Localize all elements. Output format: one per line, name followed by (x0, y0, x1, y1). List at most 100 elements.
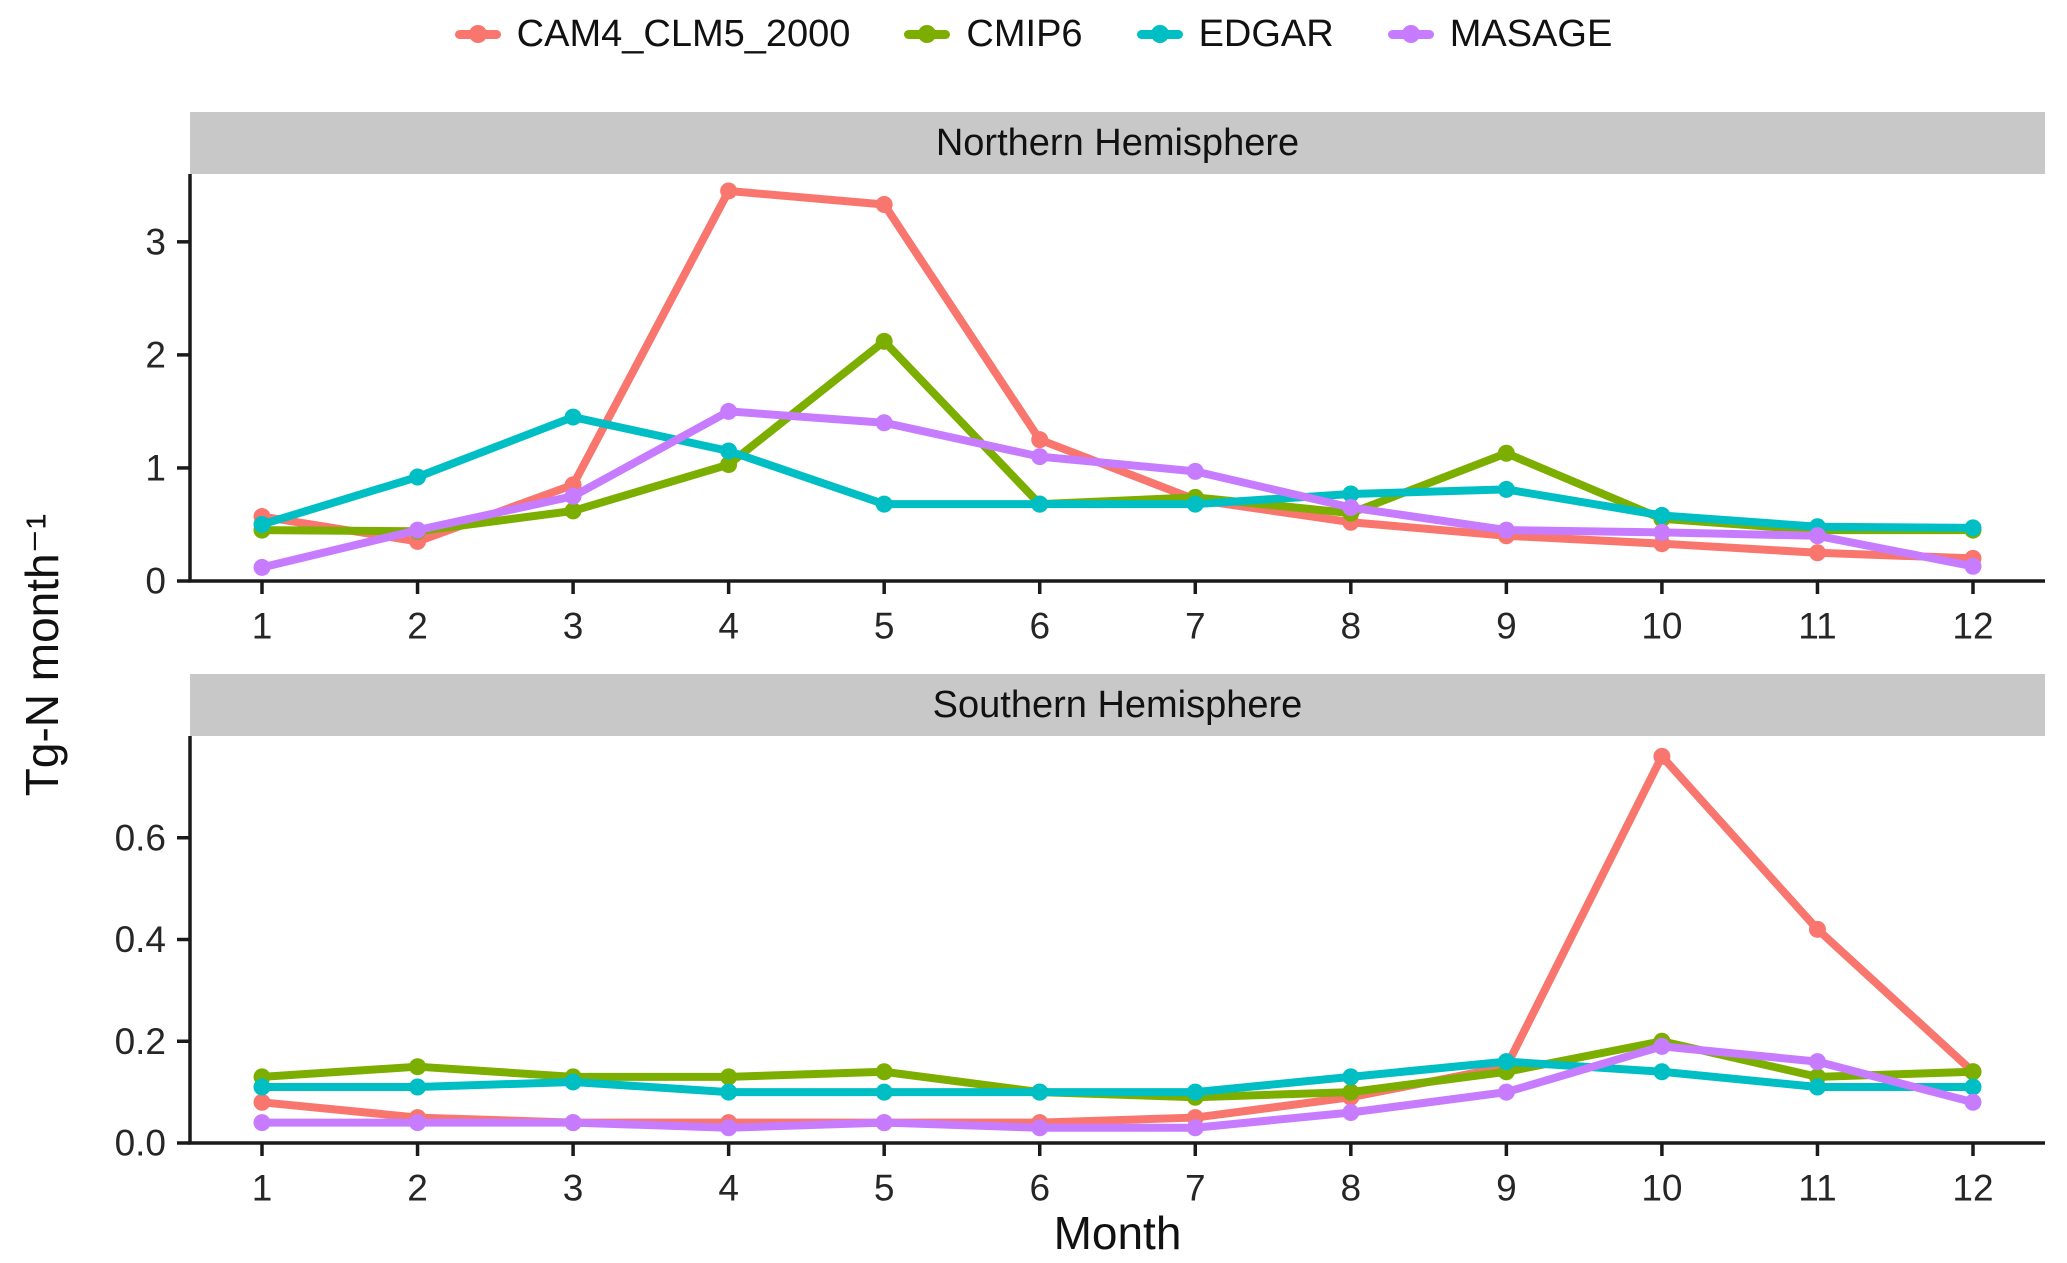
data-point (1497, 444, 1515, 462)
x-tick-label: 3 (563, 1168, 584, 1209)
data-point (1964, 1078, 1982, 1096)
panel-southern-hemisphere: 0.00.20.40.61 2 3 4 5 6 7 8 9 10 11 12 (115, 736, 2045, 1209)
y-tick-label: 0.6 (115, 817, 166, 858)
x-tick-label: 8 (1341, 606, 1362, 647)
data-point (1964, 519, 1982, 537)
data-point (564, 408, 582, 426)
data-point (1497, 480, 1515, 498)
series-line (258, 186, 1977, 563)
data-point (1808, 1053, 1826, 1071)
data-point (1186, 495, 1204, 513)
data-point (409, 1078, 427, 1096)
legend-item-masage: MASAGE (1387, 12, 1613, 56)
legend-item-edgar: EDGAR (1136, 12, 1334, 56)
data-point (564, 487, 582, 505)
data-point (875, 332, 893, 350)
series-edgar (253, 1053, 1982, 1101)
x-tick-label: 8 (1341, 1168, 1362, 1209)
data-point (1342, 499, 1360, 517)
x-tick-label: 3 (563, 606, 584, 647)
data-point (1964, 557, 1982, 575)
legend-key-point-icon (468, 25, 487, 43)
legend-label: EDGAR (1198, 12, 1334, 55)
data-point (1497, 1083, 1515, 1101)
y-tick-label: 1 (145, 447, 166, 488)
x-tick-label: 10 (1641, 606, 1682, 647)
x-tick-label: 9 (1496, 1168, 1517, 1209)
data-point (1342, 485, 1360, 503)
data-point (1497, 1053, 1515, 1071)
legend-label: CAM4_CLM5_2000 (516, 12, 851, 55)
x-tick-label: 12 (1952, 606, 1993, 647)
y-tick-label: 3 (145, 221, 166, 262)
series-line (258, 1057, 1977, 1097)
data-point (1653, 506, 1671, 524)
series-line (258, 752, 1977, 1127)
y-tick-label: 0.2 (115, 1021, 166, 1062)
legend-key-line-icon (904, 25, 951, 43)
y-tick-label: 2 (145, 334, 166, 375)
data-point (1342, 1083, 1360, 1101)
data-point (1186, 1083, 1204, 1101)
x-tick-label: 2 (407, 606, 428, 647)
data-point (1808, 544, 1826, 562)
data-point (564, 1073, 582, 1091)
data-point (1186, 1119, 1204, 1137)
data-point (875, 1063, 893, 1081)
series-edgar (253, 408, 1982, 537)
x-tick-label: 1 (252, 606, 273, 647)
data-point (875, 414, 893, 432)
x-tick-label: 1 (252, 1168, 273, 1209)
data-point (1497, 521, 1515, 539)
legend: CAM4_CLM5_2000 CMIP6 EDGAR MASAGE (0, 6, 2067, 62)
legend-key-point-icon (1150, 25, 1169, 43)
data-point (875, 196, 893, 214)
legend-label: CMIP6 (966, 12, 1083, 55)
data-point (720, 1083, 738, 1101)
data-point (253, 1093, 271, 1111)
data-point (875, 1114, 893, 1132)
data-point (1342, 1068, 1360, 1086)
data-point (564, 502, 582, 520)
x-tick-label: 11 (1798, 1168, 1836, 1209)
facet-title-north: Northern Hemisphere (935, 121, 1300, 164)
x-axis-title: Month (1053, 1207, 1182, 1259)
data-point (1031, 1083, 1049, 1101)
x-tick-label: 7 (1185, 1168, 1206, 1209)
x-tick-label: 2 (407, 1168, 428, 1209)
data-point (409, 1058, 427, 1076)
data-point (409, 521, 427, 539)
data-point (720, 442, 738, 460)
legend-key-point-icon (1401, 25, 1420, 43)
data-point (720, 402, 738, 420)
legend-label: MASAGE (1449, 12, 1613, 55)
legend-key-line-icon (454, 25, 501, 43)
data-point (1342, 1103, 1360, 1121)
data-point (875, 1083, 893, 1101)
data-point (1653, 1037, 1671, 1055)
data-point (1808, 920, 1826, 938)
data-point (253, 1114, 271, 1132)
series-masage (253, 1037, 1982, 1137)
facet-strip-northern-hemisphere: Northern Hemisphere (190, 112, 2045, 174)
x-tick-label: 5 (874, 606, 895, 647)
data-point (1808, 527, 1826, 545)
data-point (1031, 1119, 1049, 1137)
data-point (720, 1119, 738, 1137)
series-line (258, 1042, 1977, 1132)
x-tick-label: 9 (1496, 606, 1517, 647)
data-point (875, 495, 893, 513)
x-tick-label: 7 (1185, 606, 1206, 647)
legend-key-line-icon (1136, 25, 1183, 43)
data-point (253, 558, 271, 576)
data-point (409, 468, 427, 486)
facet-title-south: Southern Hemisphere (932, 683, 1303, 726)
legend-key-point-icon (918, 25, 937, 43)
facet-strip-southern-hemisphere: Southern Hemisphere (190, 674, 2045, 736)
data-point (1653, 1063, 1671, 1081)
x-tick-label: 10 (1641, 1168, 1682, 1209)
data-point (1031, 431, 1049, 449)
legend-item-cmip6: CMIP6 (904, 12, 1083, 56)
